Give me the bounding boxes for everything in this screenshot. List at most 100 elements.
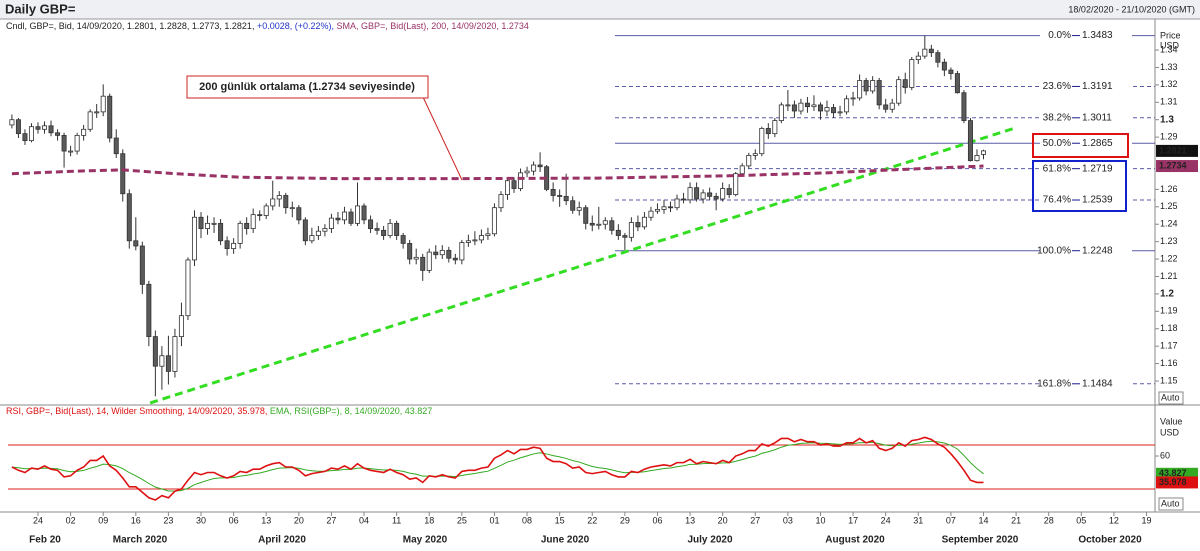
candle-body (257, 214, 263, 217)
month-label: July 2020 (687, 535, 732, 546)
candle-body (967, 120, 973, 162)
annotation-box (186, 75, 429, 99)
x-tick-label: 13 (685, 515, 695, 525)
trendline (149, 126, 1016, 405)
x-tick-label: 03 (783, 515, 793, 525)
legend-entry: Cndl, GBP=, Bid, 14/09/2020, 1.2801, 1.2… (6, 21, 257, 31)
fib-percent: 76.4% (1043, 195, 1071, 206)
axis-unit: USD (1160, 40, 1180, 50)
y-tick-label: 1.32 (1160, 79, 1178, 89)
candle-body (609, 220, 615, 231)
candle-body (302, 219, 308, 242)
x-tick-label: 09 (98, 515, 108, 525)
candle-body (648, 210, 654, 218)
candle-body (205, 222, 211, 229)
y-tick-label: 1.19 (1160, 306, 1178, 316)
y-tick-label: 1.29 (1160, 132, 1178, 142)
candle-body (850, 97, 856, 100)
candle-body (459, 242, 465, 261)
candle-body (263, 205, 269, 216)
candle-body (668, 206, 674, 209)
y-tick-label: 1.33 (1160, 62, 1178, 72)
candle-body (191, 216, 197, 261)
fib-price: 1.3191 (1082, 81, 1113, 92)
fib-price: 1.1484 (1082, 378, 1113, 389)
candle-body (107, 95, 113, 139)
candle-body (133, 240, 139, 247)
candle-body (935, 52, 941, 63)
y-tick-label: 1.18 (1160, 323, 1178, 333)
y-tick-label: 1.25 (1160, 201, 1178, 211)
overlay: 0.0% 1.3483 23.6% 1.3191 38.2% 1.3011 50.0% 1.2… (1037, 29, 1132, 390)
candle-body (211, 222, 217, 225)
legend-entry: RSI, GBP=, Bid(Last), 14, Wilder Smoothi… (6, 406, 270, 416)
month-label: August 2020 (825, 535, 885, 546)
candle-body (335, 217, 341, 221)
rsi-line (11, 436, 984, 501)
x-tick-label: 25 (457, 515, 467, 525)
month-label: May 2020 (403, 535, 448, 546)
annotation: 200 günlük ortalama (1.2734 seviyesinde) (199, 81, 415, 93)
candle-body (681, 198, 687, 201)
x-tick-label: 06 (652, 515, 662, 525)
scale-mode-box (1158, 391, 1184, 405)
candle-body (518, 172, 524, 189)
candle-body (94, 111, 100, 114)
candle-body (798, 102, 804, 112)
x-tick-label: 05 (1076, 515, 1086, 525)
fib-price: 1.2248 (1082, 245, 1113, 256)
candle-body (557, 195, 563, 197)
candle-body (400, 235, 406, 244)
candle-body (720, 188, 726, 200)
axis-unit: USD (1160, 427, 1180, 437)
candle-body (746, 155, 752, 167)
candle-body (394, 222, 400, 236)
last-value: 1.2734 (1159, 160, 1187, 170)
candle-body (883, 104, 889, 110)
candle-body (948, 69, 954, 74)
candle-body (100, 95, 106, 113)
candle-body (817, 104, 823, 112)
candle-body (61, 134, 67, 152)
date-range: 18/02/2020 - 21/10/2020 (GMT) (1068, 4, 1195, 14)
candle-body (198, 216, 204, 229)
highlight-box-blue (1032, 160, 1127, 212)
candle-body (928, 48, 934, 54)
last-value-box (1156, 144, 1198, 157)
candle-body (778, 104, 784, 121)
candle-body (244, 222, 250, 229)
scale-mode-box (1158, 497, 1184, 511)
y-tick-label: 1.26 (1160, 184, 1178, 194)
month-label: June 2020 (541, 535, 590, 546)
x-tick-label: 06 (229, 515, 239, 525)
x-tick-label: 27 (750, 515, 760, 525)
candle-body (439, 249, 445, 256)
fib-percent: 38.2% (1043, 112, 1071, 123)
month-label: Feb 20 (29, 535, 61, 546)
candle-body (250, 214, 256, 229)
candle-body (602, 220, 608, 225)
candle-body (700, 192, 706, 200)
x-tick-label: 29 (620, 515, 630, 525)
candle-body (283, 195, 289, 209)
candle-body (472, 239, 478, 242)
month-label: March 2020 (113, 535, 168, 546)
candle-body (426, 251, 432, 271)
candle-body (661, 206, 667, 210)
candle-body (752, 153, 758, 156)
month-label: April 2020 (258, 535, 306, 546)
x-tick-label: 19 (1142, 515, 1152, 525)
candle-body (687, 187, 693, 201)
x-tick-label: 24 (881, 515, 891, 525)
candle-body (120, 153, 126, 195)
candle-body (348, 211, 354, 224)
candle-body (413, 256, 419, 260)
candle-body (733, 173, 739, 196)
axis-title: Value (1160, 416, 1182, 426)
candle-body (739, 165, 745, 175)
x-tick-label: 17 (848, 515, 858, 525)
y-tick-label: 60 (1160, 450, 1170, 460)
candle-body (654, 209, 660, 212)
fib-label-bg (1040, 244, 1132, 257)
